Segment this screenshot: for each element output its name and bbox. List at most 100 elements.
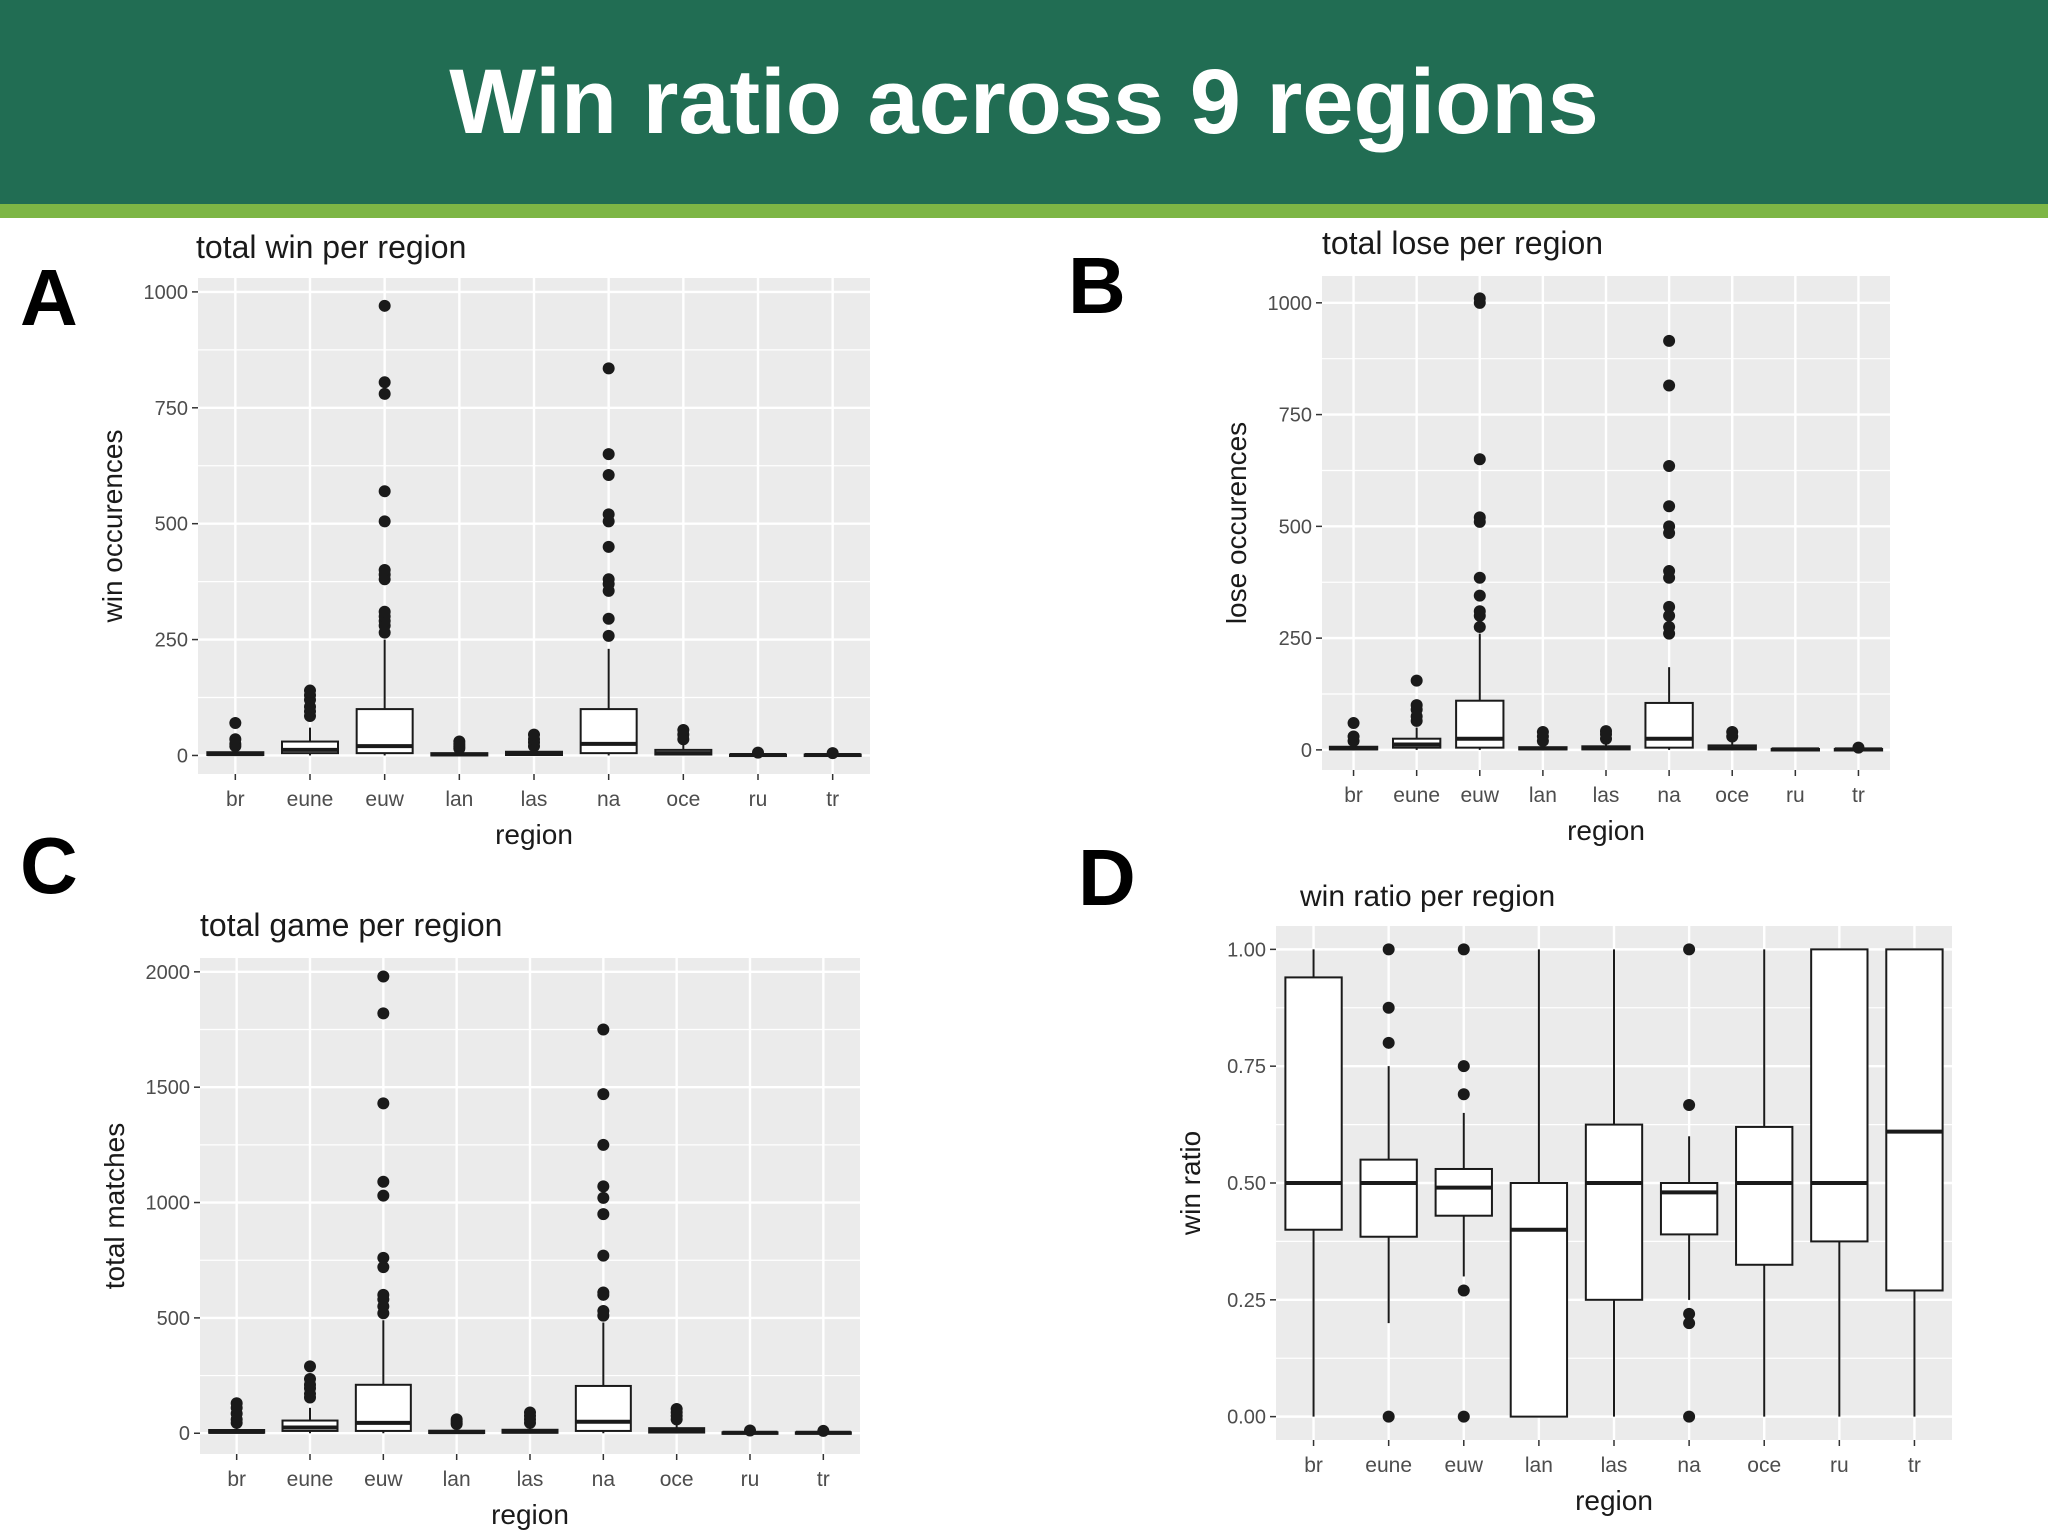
box-ru bbox=[1770, 747, 1820, 752]
box-iqr bbox=[1885, 948, 1944, 1292]
box-iqr bbox=[579, 708, 638, 755]
box-oce bbox=[1735, 949, 1794, 1417]
y-tick-label: 1000 bbox=[1268, 293, 1313, 315]
box-eune bbox=[1392, 674, 1442, 750]
boxplot-panel-4: 0.00 0.25 0.50 0.75 1.00 br eune euw lan las na oce… bbox=[1175, 880, 1952, 1516]
outlier-point bbox=[1347, 717, 1360, 730]
outlier-point bbox=[378, 564, 391, 577]
outlier-point bbox=[597, 1180, 610, 1193]
outlier-point bbox=[1410, 674, 1423, 687]
y-tick-label: 750 bbox=[1279, 405, 1312, 427]
outlier-point bbox=[304, 1373, 316, 1386]
outlier-point bbox=[597, 1249, 610, 1262]
box-las bbox=[1584, 949, 1644, 1417]
y-tick-label: 2000 bbox=[146, 962, 191, 984]
outlier-point bbox=[602, 448, 615, 461]
y-tick-label: 0.25 bbox=[1227, 1290, 1266, 1312]
box-iqr bbox=[1284, 976, 1343, 1231]
x-tick-label-eune: eune bbox=[287, 1468, 334, 1491]
x-tick-label-tr: tr bbox=[817, 1468, 830, 1491]
box-lan bbox=[1509, 949, 1569, 1418]
x-tick-label-eune: eune bbox=[1365, 1454, 1412, 1477]
x-tick-label-las: las bbox=[1601, 1454, 1628, 1477]
y-tick-label: 500 bbox=[1279, 516, 1312, 538]
outlier-point bbox=[602, 469, 615, 482]
box-tr bbox=[1885, 948, 1944, 1417]
x-axis-title: region bbox=[1575, 1485, 1653, 1516]
outlier-point bbox=[597, 1191, 610, 1204]
outlier-point bbox=[378, 299, 391, 312]
outlier-point bbox=[378, 515, 391, 528]
x-tick-label-ru: ru bbox=[1830, 1454, 1849, 1477]
x-tick-label-euw: euw bbox=[1445, 1454, 1484, 1477]
outlier-point bbox=[378, 485, 391, 498]
box-las bbox=[1581, 725, 1631, 751]
box-iqr bbox=[1584, 1123, 1644, 1301]
y-axis-title: win occurences bbox=[97, 430, 128, 624]
x-tick-label-euw: euw bbox=[1461, 784, 1500, 807]
box-eune bbox=[1359, 943, 1418, 1423]
outlier-point bbox=[677, 723, 690, 736]
box-euw bbox=[1455, 292, 1505, 750]
box-br bbox=[208, 1397, 266, 1434]
outlier-point bbox=[1683, 943, 1696, 956]
x-tick-label-eune: eune bbox=[1393, 784, 1440, 807]
x-tick-label-oce: oce bbox=[666, 788, 700, 811]
box-euw bbox=[355, 299, 414, 756]
box-br bbox=[1328, 717, 1379, 751]
box-ru bbox=[1810, 948, 1869, 1417]
boxplot-panel-1: 0 250 500 750 1000 br eune euw lan las na oce ru tr to… bbox=[97, 229, 870, 850]
x-tick-label-na: na bbox=[1657, 784, 1681, 807]
outlier-point bbox=[1473, 511, 1486, 524]
box-las bbox=[501, 1406, 559, 1434]
y-tick-label: 1000 bbox=[144, 282, 189, 304]
x-tick-label-br: br bbox=[226, 788, 245, 811]
outlier-point bbox=[744, 1424, 756, 1437]
outlier-point bbox=[230, 1397, 243, 1410]
panel-letter-a: A bbox=[20, 253, 78, 342]
outlier-point bbox=[524, 1406, 536, 1419]
box-ru bbox=[729, 746, 787, 759]
box-tr bbox=[1833, 741, 1884, 754]
outlier-point bbox=[1382, 1001, 1395, 1014]
x-tick-label-ru: ru bbox=[1786, 784, 1805, 807]
x-tick-label-las: las bbox=[1593, 784, 1620, 807]
outlier-point bbox=[1663, 600, 1676, 613]
x-tick-label-oce: oce bbox=[1715, 784, 1749, 807]
outlier-point bbox=[752, 746, 764, 759]
outlier-point bbox=[602, 540, 615, 553]
y-tick-label: 500 bbox=[157, 1308, 190, 1330]
y-tick-label: 0 bbox=[179, 1423, 190, 1445]
outlier-point bbox=[1457, 1088, 1470, 1101]
outlier-point bbox=[1663, 565, 1676, 578]
outlier-point bbox=[304, 684, 316, 697]
y-axis-title: total matches bbox=[99, 1123, 130, 1290]
x-tick-label-las: las bbox=[517, 1468, 544, 1491]
box-euw bbox=[354, 970, 412, 1434]
x-tick-label-na: na bbox=[1677, 1454, 1701, 1477]
box-iqr bbox=[281, 740, 339, 755]
box-eune bbox=[281, 684, 339, 756]
outlier-point bbox=[377, 1288, 390, 1301]
slide-header bbox=[0, 0, 2048, 204]
outlier-point bbox=[378, 387, 391, 400]
x-tick-label-eune: eune bbox=[287, 788, 334, 811]
outlier-point bbox=[1473, 605, 1486, 618]
box-na bbox=[579, 362, 638, 756]
outlier-point bbox=[817, 1424, 830, 1437]
x-tick-label-euw: euw bbox=[365, 788, 404, 811]
x-tick-label-ru: ru bbox=[741, 1468, 760, 1491]
outlier-point bbox=[377, 1175, 390, 1188]
outlier-point bbox=[1382, 1410, 1395, 1423]
outlier-point bbox=[1726, 726, 1739, 738]
y-tick-label: 0.50 bbox=[1227, 1173, 1266, 1195]
y-tick-label: 250 bbox=[155, 630, 188, 652]
outlier-point bbox=[826, 747, 839, 760]
outlier-point bbox=[377, 1251, 390, 1264]
outlier-point bbox=[1382, 943, 1395, 956]
outlier-point bbox=[1347, 730, 1360, 743]
panel-letter-c: C bbox=[20, 821, 78, 910]
outlier-point bbox=[377, 1189, 390, 1202]
outlier-point bbox=[597, 1304, 610, 1317]
box-iqr bbox=[1810, 948, 1869, 1243]
